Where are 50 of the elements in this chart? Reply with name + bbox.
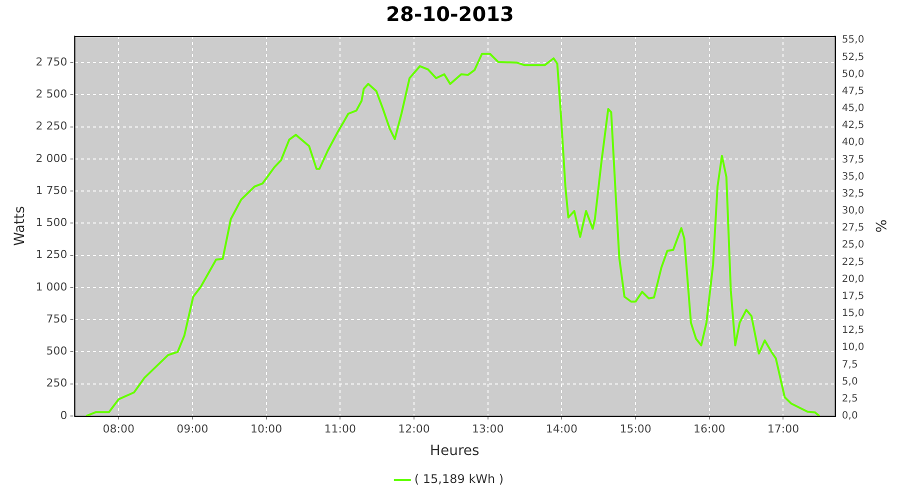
y2-tick-label: 5,0 — [842, 376, 858, 388]
legend-label: ( 15,189 kWh ) — [414, 472, 504, 486]
y2-tick-label: 37,5 — [842, 154, 864, 166]
y2-tick-label: 47,5 — [842, 86, 864, 97]
x-tick-label: 11:00 — [324, 422, 356, 436]
y-tick-label: 2 750 — [36, 55, 68, 68]
x-axis-title: Heures — [430, 443, 480, 460]
y-tick-label: 750 — [46, 312, 68, 326]
x-tick-label: 16:00 — [694, 422, 726, 436]
y-tick-label: 500 — [46, 344, 68, 358]
y2-tick-label: 52,5 — [842, 52, 864, 63]
y2-tick-label: 35,0 — [842, 171, 864, 182]
y-tick-label: 2 250 — [36, 120, 68, 133]
x-tick-label: 10:00 — [250, 422, 282, 436]
y-tick-label: 1 000 — [36, 280, 68, 294]
y2-tick-label: 42,5 — [842, 120, 864, 132]
chart-title: 28-10-2013 — [386, 2, 514, 26]
y2-tick-label: 7,5 — [842, 359, 858, 370]
y2-tick-label: 22,5 — [842, 256, 864, 268]
y2-tick-label: 2,5 — [842, 394, 858, 405]
y2-tick-label: 50,0 — [842, 68, 864, 80]
y2-tick-label: 0,0 — [842, 410, 858, 422]
y2-tick-label: 30,0 — [842, 206, 864, 217]
y-tick-label: 2 000 — [36, 152, 68, 165]
x-tick-label: 12:00 — [398, 422, 430, 436]
y-tick-label: 0 — [60, 408, 68, 422]
y-axis-title: Watts — [12, 206, 28, 246]
y-tick-label: 2 500 — [36, 88, 68, 101]
y2-tick-label: 25,0 — [842, 240, 864, 251]
y2-axis-title: % — [872, 219, 888, 233]
x-tick-label: 17:00 — [767, 422, 800, 436]
y-tick-label: 1 250 — [36, 248, 68, 262]
y2-tick-label: 40,0 — [842, 137, 864, 148]
y2-tick-label: 10,0 — [842, 342, 864, 354]
x-tick-label: 09:00 — [176, 422, 208, 436]
x-tick-label: 15:00 — [620, 422, 652, 436]
y2-tick-label: 32,5 — [842, 188, 864, 200]
x-tick-label: 13:00 — [472, 422, 504, 436]
y2-tick-label: 45,0 — [842, 103, 864, 114]
y2-tick-label: 27,5 — [842, 222, 864, 234]
y2-tick-label: 12,5 — [842, 325, 864, 336]
x-tick-label: 08:00 — [102, 422, 134, 436]
y-tick-label: 1 750 — [36, 184, 68, 197]
y-tick-label: 1 500 — [36, 216, 68, 230]
y2-tick-label: 55,0 — [842, 34, 864, 46]
x-tick-label: 14:00 — [546, 422, 578, 436]
y2-tick-label: 15,0 — [842, 308, 864, 320]
y-tick-label: 250 — [46, 376, 68, 390]
y2-tick-label: 17,5 — [842, 290, 864, 302]
y2-tick-label: 20,0 — [842, 274, 864, 285]
